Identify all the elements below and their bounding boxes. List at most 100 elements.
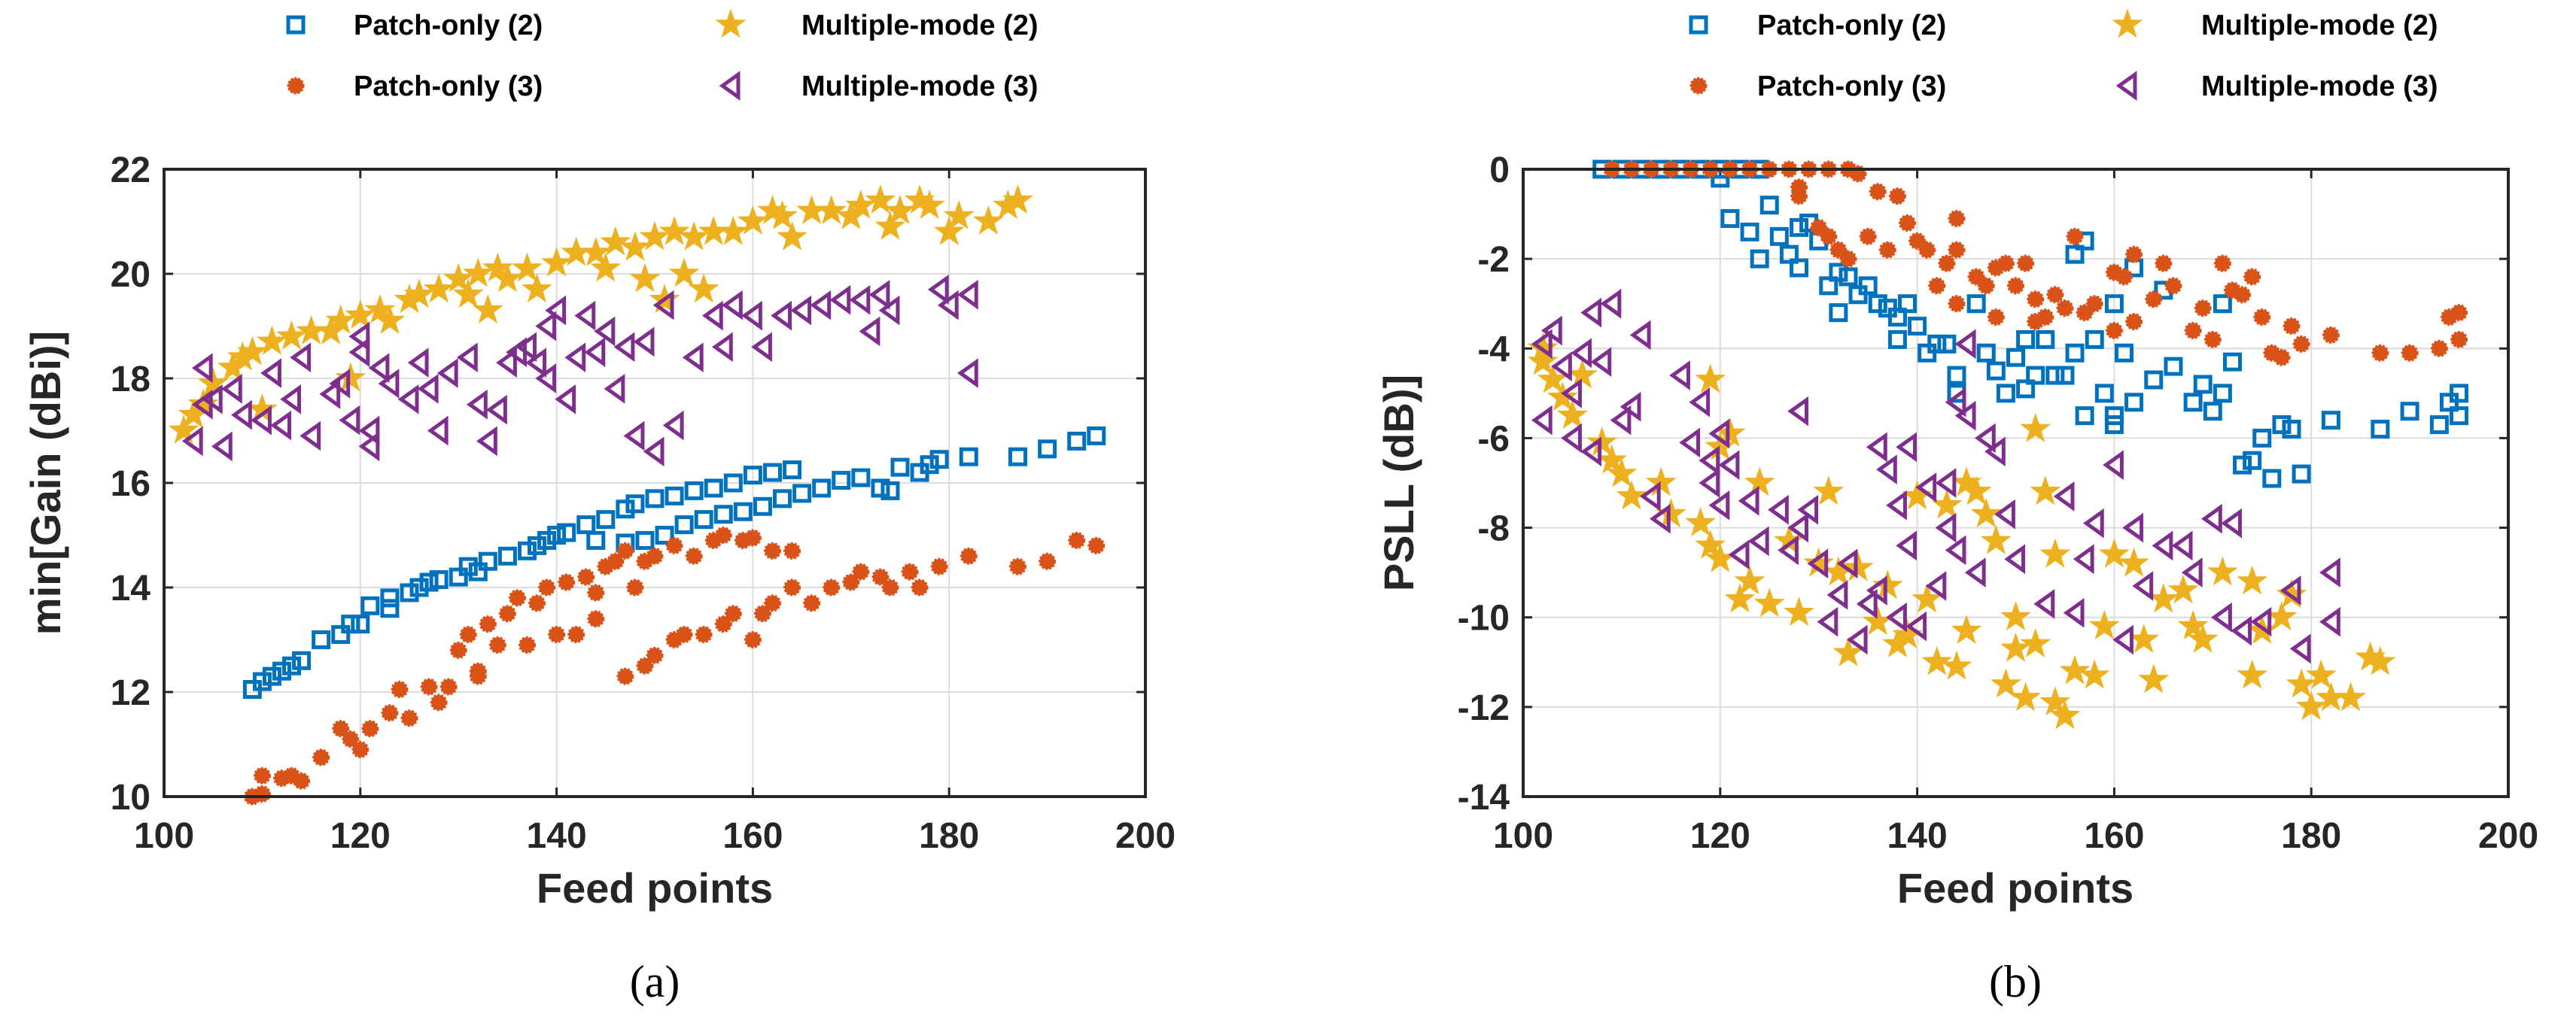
data-point [335,362,366,392]
data-point [253,767,271,785]
data-point [1948,295,1966,313]
y-tick-label: -12 [1458,688,1510,728]
data-point [1561,378,1582,408]
data-point [927,274,949,305]
data-point [2200,503,2222,534]
data-point [937,290,959,320]
data-point [468,562,488,581]
data-point [874,210,906,240]
data-point [516,332,537,363]
legend-label-patch-only-2: Patch-only (2) [354,10,543,41]
data-point [1987,308,2005,326]
data-point [1967,268,1985,286]
data-point [528,594,546,612]
data-point [2026,366,2045,385]
data-point [2075,406,2094,426]
series-patch-only-3 [1603,160,2468,366]
data-point [2206,556,2238,586]
data-point [430,694,448,712]
data-point [1750,249,1769,269]
data-point [1931,489,1963,519]
data-point [751,332,772,363]
data-point [2115,268,2133,286]
data-point [1787,396,1809,427]
data-point [2036,308,2054,326]
data-point [276,320,307,350]
data-point [1038,439,1057,459]
legend-label-patch-only-2: Patch-only (2) [1757,10,1946,41]
data-point [325,304,357,334]
data-point [1878,241,1896,259]
data-point [2295,691,2327,721]
data-point [348,337,370,368]
data-point [587,610,605,628]
data-point [737,205,768,235]
x-tick-label: 100 [134,816,194,856]
y-tick-label: -10 [1458,599,1510,639]
data-point [368,353,390,383]
data-point [1948,241,1966,259]
data-point [1941,650,1972,680]
data-point [545,295,567,326]
data-point [478,551,497,571]
data-point [2007,277,2024,295]
data-point [1842,551,1874,581]
data-point [1954,329,1976,360]
data-point [763,542,781,560]
data-point [332,720,350,738]
data-point [1718,450,1740,481]
data-point [783,460,802,480]
data-point [1738,485,1759,516]
data-point [312,748,330,767]
data-point [783,542,801,560]
data-point [564,342,586,373]
legend-marker-patch-only-3 [1689,77,1708,95]
y-tick-label: 16 [111,464,151,504]
data-point [1810,218,1828,236]
data-point [1925,571,1947,601]
data-point [2085,329,2104,349]
data-point [587,584,605,602]
x-tick-label: 180 [919,816,979,856]
data-point [1935,512,1957,543]
data-point [1708,490,1730,521]
chart-b: Patch-only (2) Patch-only (3) Multiple-m… [1375,8,2538,1006]
data-point [270,410,291,441]
data-point [1580,297,1602,328]
data-point [1759,196,1779,215]
data-point [2221,508,2242,539]
data-point [2222,352,2242,372]
data-point [929,450,949,469]
data-point [1820,227,1838,245]
data-point [868,279,890,310]
data-point [777,220,808,250]
data-point [525,348,547,378]
data-point [1984,436,2006,467]
data-point [1590,347,1612,378]
series-multiple-mode-2 [168,184,1033,444]
data-point [2371,420,2390,439]
data-point [723,473,743,493]
data-point [2365,645,2396,675]
data-point [2125,313,2143,331]
data-point [678,220,710,250]
data-point [2184,321,2202,339]
data-point [538,578,556,597]
data-point [2167,574,2199,604]
data-point [852,563,870,581]
y-tick-label: 14 [111,569,151,609]
data-point [1976,343,1996,363]
data-point [1836,548,1858,579]
data-point [2049,700,2081,730]
caption-a: (a) [630,957,680,1006]
data-point [783,578,801,597]
data-point [1067,431,1087,451]
legend-glyph-patch-only-3 [1689,77,1708,95]
data-point [2125,245,2143,263]
data-point [2164,277,2182,295]
data-point [2066,227,2084,245]
x-tick-label: 160 [722,816,783,856]
data-point [714,615,732,633]
data-point [662,410,684,441]
data-point [842,573,860,591]
